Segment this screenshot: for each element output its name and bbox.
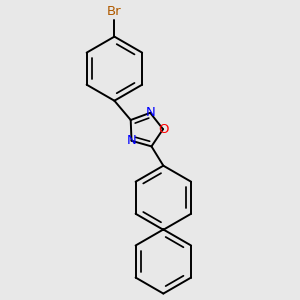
Text: N: N bbox=[145, 106, 155, 119]
Text: N: N bbox=[127, 134, 136, 147]
Text: Br: Br bbox=[107, 5, 122, 18]
Text: O: O bbox=[158, 123, 168, 136]
